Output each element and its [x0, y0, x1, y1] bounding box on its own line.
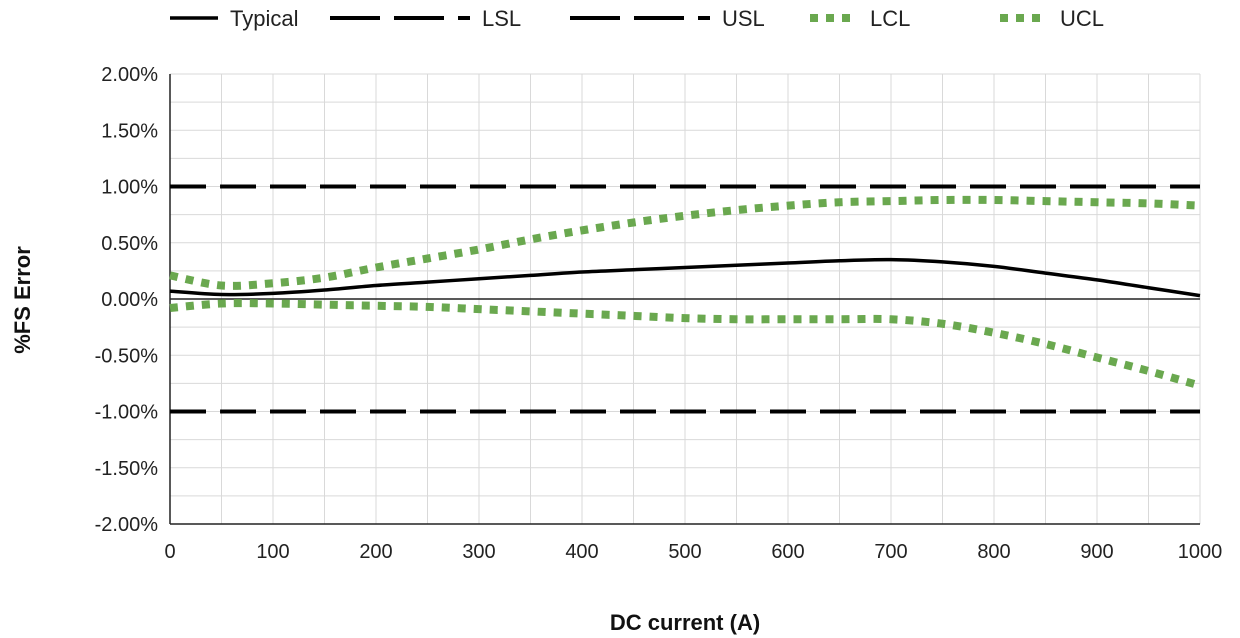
y-tick-label: -1.50%	[95, 458, 159, 480]
legend-label-typical: Typical	[230, 6, 298, 31]
x-axis-title: DC current (A)	[610, 610, 760, 635]
x-tick-label: 900	[1080, 541, 1113, 563]
x-tick-label: 0	[164, 541, 175, 563]
x-tick-label: 1000	[1178, 541, 1223, 563]
y-tick-label: -0.50%	[95, 345, 159, 367]
series-line-ucl	[169, 195, 1201, 290]
legend: Typical LSL USL LCL UCL	[170, 6, 1104, 31]
x-tick-label: 700	[874, 541, 907, 563]
y-axis-title: %FS Error	[10, 246, 35, 354]
series-line-typical	[169, 257, 1201, 298]
legend-label-lcl: LCL	[870, 6, 910, 31]
y-tick-label: -1.00%	[95, 402, 159, 424]
x-tick-label: 600	[771, 541, 804, 563]
series-line-lcl	[169, 299, 1202, 390]
legend-label-ucl: UCL	[1060, 6, 1104, 31]
y-tick-label: 0.50%	[101, 233, 158, 255]
y-tick-label: -2.00%	[95, 514, 159, 536]
legend-label-lsl: LSL	[482, 6, 521, 31]
axes	[169, 74, 1200, 525]
x-tick-label: 800	[977, 541, 1010, 563]
x-tick-label: 200	[359, 541, 392, 563]
series-lines	[169, 184, 1202, 414]
x-tick-label: 500	[668, 541, 701, 563]
y-tick-label: 2.00%	[101, 64, 158, 86]
y-tick-labels: 2.00% 1.50% 1.00% 0.50% 0.00% -0.50% -1.00% -1.…	[95, 64, 159, 536]
x-tick-label: 300	[462, 541, 495, 563]
x-tick-labels: 0 100 200 300 400 500 600 700 800 900 1000	[164, 541, 1222, 563]
x-tick-label: 400	[565, 541, 598, 563]
x-tick-label: 100	[256, 541, 289, 563]
y-tick-label: 1.50%	[101, 120, 158, 142]
y-tick-label: 0.00%	[101, 289, 158, 311]
legend-label-usl: USL	[722, 6, 765, 31]
y-tick-label: 1.00%	[101, 177, 158, 199]
